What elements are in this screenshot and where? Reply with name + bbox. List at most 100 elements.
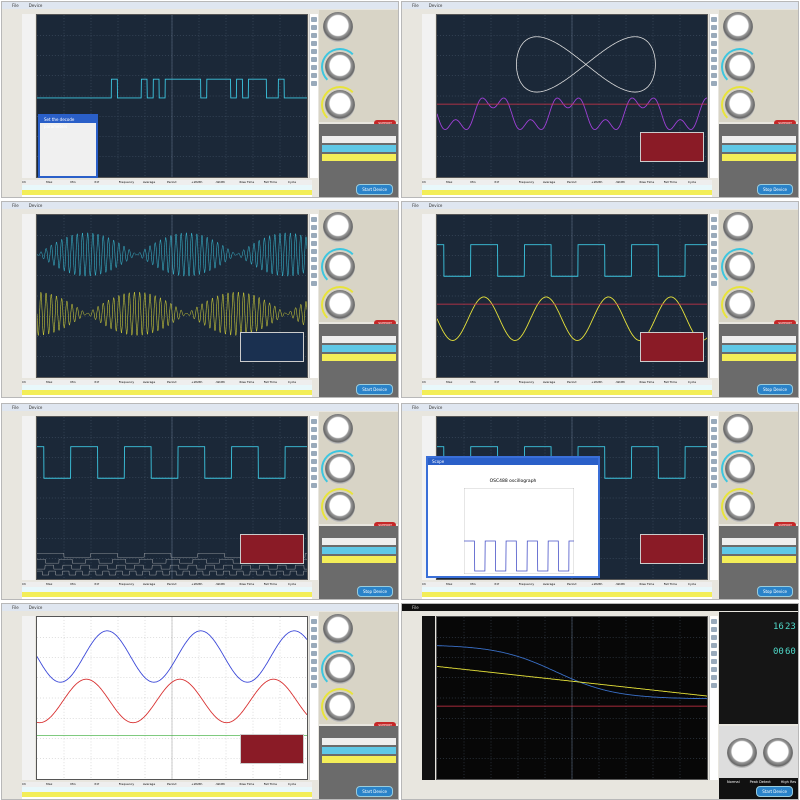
menu-file[interactable]: File [412, 605, 419, 610]
tool-icon[interactable] [311, 17, 317, 22]
tool-icon[interactable] [711, 459, 717, 464]
tool-icon[interactable] [311, 241, 317, 246]
support-button[interactable]: SUPPORT [374, 120, 396, 126]
tool-icon[interactable] [311, 225, 317, 230]
menu-file[interactable]: File [412, 3, 419, 8]
tool-icon[interactable] [311, 257, 317, 262]
ch2-volt-knob[interactable] [325, 692, 355, 722]
device-button[interactable]: Stop Device [756, 586, 793, 597]
device-button[interactable]: Start Device [356, 384, 393, 395]
ch2-volt-knob[interactable] [725, 492, 755, 522]
support-button[interactable]: SUPPORT [374, 320, 396, 326]
menu-device[interactable]: Device [28, 203, 43, 208]
tool-icon[interactable] [311, 659, 317, 664]
tool-icon[interactable] [711, 273, 717, 278]
tool-icon[interactable] [311, 57, 317, 62]
tool-icon[interactable] [311, 249, 317, 254]
tool-icon[interactable] [711, 25, 717, 30]
menu-file[interactable]: File [412, 405, 419, 410]
tool-icon[interactable] [311, 667, 317, 672]
menu-file[interactable]: File [12, 405, 19, 410]
menu-file[interactable]: File [412, 203, 419, 208]
ch2-row[interactable] [722, 556, 796, 563]
tool-icon[interactable] [311, 651, 317, 656]
tool-icon[interactable] [311, 25, 317, 30]
menu-device[interactable]: Device [428, 3, 443, 8]
tool-icon[interactable] [311, 675, 317, 680]
ch1-volt-knob[interactable] [325, 654, 355, 684]
tool-icon[interactable] [711, 73, 717, 78]
tool-icon[interactable] [711, 81, 717, 86]
tool-icon[interactable] [711, 427, 717, 432]
device-button[interactable]: Stop Device [356, 586, 393, 597]
support-button[interactable]: SUPPORT [774, 522, 796, 528]
scope-display[interactable] [436, 616, 708, 780]
tool-icon[interactable] [711, 619, 717, 624]
tool-icon[interactable] [711, 57, 717, 62]
tool-icon[interactable] [311, 683, 317, 688]
tool-icon[interactable] [311, 81, 317, 86]
tool-icon[interactable] [711, 451, 717, 456]
timebase-dial[interactable] [723, 212, 753, 242]
ch1-row[interactable] [322, 145, 396, 152]
tool-icon[interactable] [711, 49, 717, 54]
tool-icon[interactable] [711, 241, 717, 246]
tool-icon[interactable] [711, 225, 717, 230]
tool-icon[interactable] [311, 73, 317, 78]
support-button[interactable]: SUPPORT [374, 522, 396, 528]
support-button[interactable]: SUPPORT [374, 722, 396, 728]
tool-icon[interactable] [311, 65, 317, 70]
menu-device[interactable]: Device [28, 605, 43, 610]
menu-device[interactable]: Device [428, 203, 443, 208]
menu-device[interactable]: Device [428, 405, 443, 410]
tool-icon[interactable] [711, 443, 717, 448]
ch1-row[interactable] [722, 145, 796, 152]
device-button[interactable]: Start Device [356, 184, 393, 195]
menu-device[interactable]: Device [28, 3, 43, 8]
ch2-volt-knob[interactable] [725, 290, 755, 320]
tool-icon[interactable] [311, 643, 317, 648]
ch1-row[interactable] [722, 547, 796, 554]
acquisition-option[interactable]: Normal [727, 780, 740, 784]
timebase-dial[interactable] [323, 12, 353, 42]
tool-icon[interactable] [711, 265, 717, 270]
tool-icon[interactable] [311, 483, 317, 488]
tool-icon[interactable] [311, 467, 317, 472]
ch2-row[interactable] [322, 556, 396, 563]
tool-icon[interactable] [311, 273, 317, 278]
tool-icon[interactable] [711, 667, 717, 672]
tool-icon[interactable] [711, 683, 717, 688]
tool-icon[interactable] [311, 427, 317, 432]
ch2-volt-knob[interactable] [725, 90, 755, 120]
menu-file[interactable]: File [12, 3, 19, 8]
support-button[interactable]: SUPPORT [774, 320, 796, 326]
ch1-volt-knob[interactable] [725, 454, 755, 484]
device-button[interactable]: Start Device [756, 786, 793, 797]
ch2-row[interactable] [722, 354, 796, 361]
ch1-volt-knob[interactable] [727, 738, 757, 768]
tool-icon[interactable] [711, 675, 717, 680]
ch2-volt-knob[interactable] [325, 290, 355, 320]
menu-device[interactable]: Device [28, 405, 43, 410]
timebase-dial[interactable] [323, 614, 353, 644]
device-button[interactable]: Start Device [356, 786, 393, 797]
device-button[interactable]: Stop Device [756, 184, 793, 195]
tool-icon[interactable] [711, 435, 717, 440]
tool-icon[interactable] [311, 41, 317, 46]
tool-icon[interactable] [311, 217, 317, 222]
menu-file[interactable]: File [12, 203, 19, 208]
tool-icon[interactable] [311, 233, 317, 238]
menu-file[interactable]: File [12, 605, 19, 610]
ch1-volt-knob[interactable] [725, 52, 755, 82]
tool-icon[interactable] [711, 627, 717, 632]
acquisition-option[interactable]: Peak Detect [749, 780, 771, 784]
ch2-volt-knob[interactable] [325, 90, 355, 120]
tool-icon[interactable] [711, 217, 717, 222]
ch2-row[interactable] [322, 756, 396, 763]
tool-icon[interactable] [311, 265, 317, 270]
timebase-dial[interactable] [723, 414, 753, 444]
tool-icon[interactable] [311, 619, 317, 624]
tool-icon[interactable] [711, 467, 717, 472]
tool-icon[interactable] [311, 33, 317, 38]
acquisition-option[interactable]: High Res [780, 780, 797, 784]
